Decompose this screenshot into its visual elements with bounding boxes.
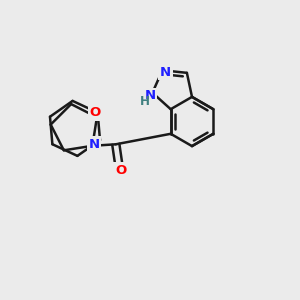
Text: N: N [145,89,156,102]
Text: H: H [140,94,150,108]
Text: N: N [88,138,100,151]
Text: O: O [90,106,101,119]
Text: O: O [115,164,126,177]
Text: N: N [160,66,171,79]
